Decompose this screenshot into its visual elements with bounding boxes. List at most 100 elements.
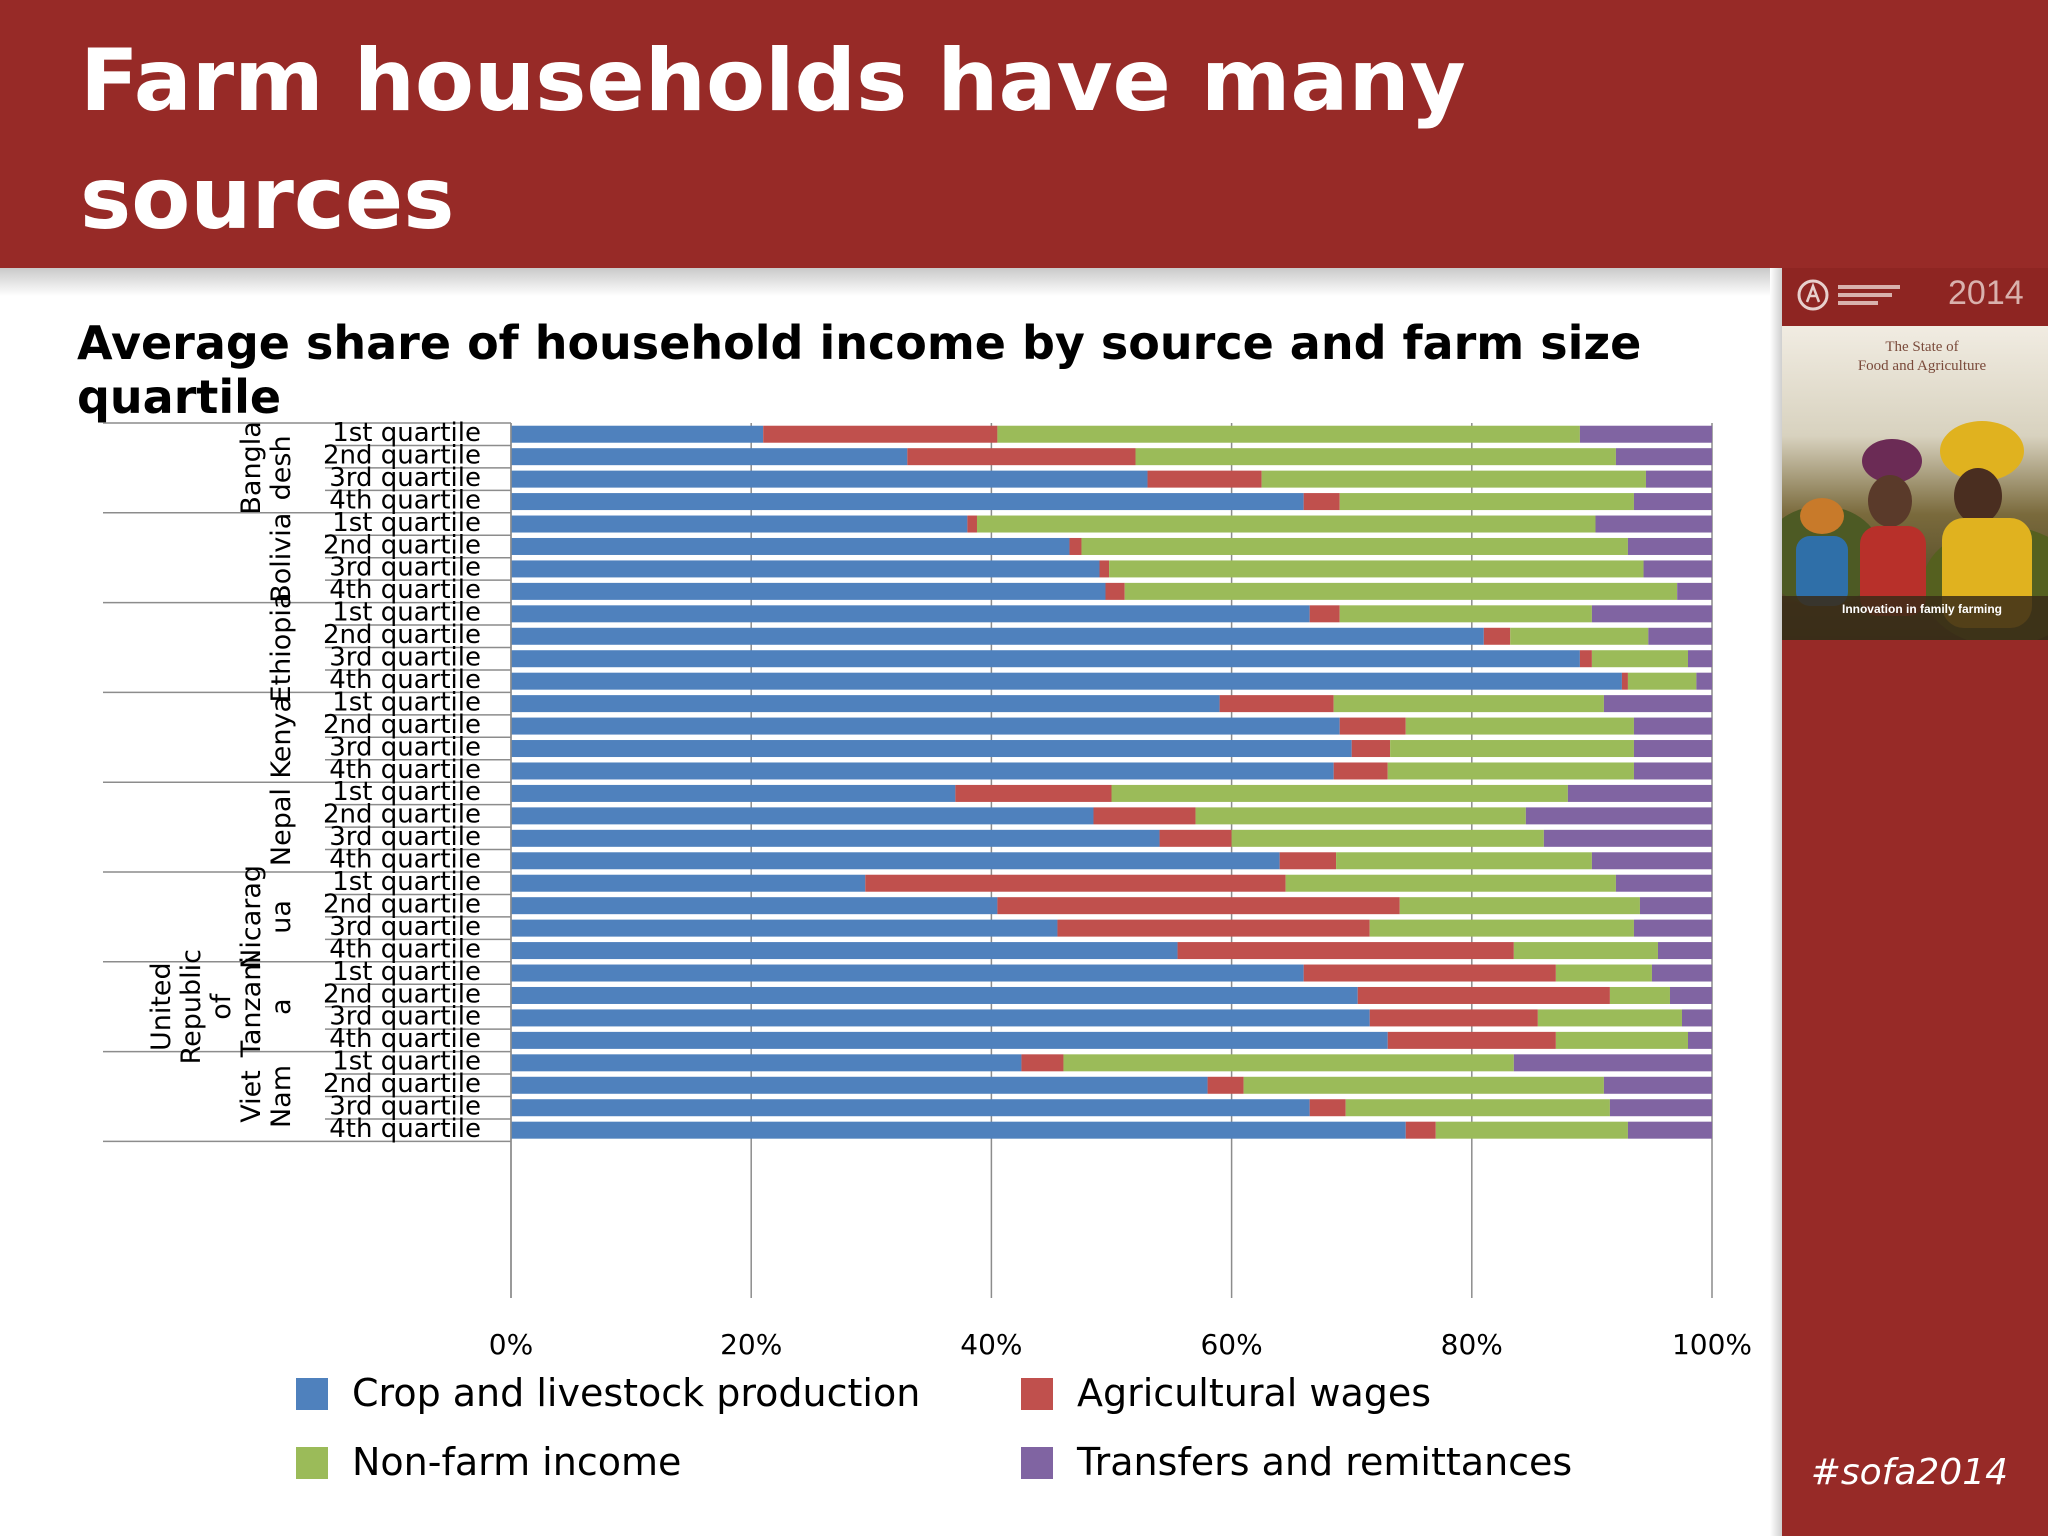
organization-name-mark [1838,285,1900,305]
y-tick-label: 2nd quartile [323,800,481,830]
x-tick-label: 60% [1200,1328,1262,1361]
x-tick-label: 40% [960,1328,1022,1361]
bar-segment [1669,986,1712,1004]
bar-segment [1615,448,1712,466]
bar-segment [865,874,1286,892]
cover-subtitle: The State of Food and Agriculture [1857,339,1987,374]
y-tick-label: 1st quartile [332,687,481,717]
bar-segment [1099,560,1110,578]
y-tick-label: 4th quartile [329,755,481,785]
bar-segment [1643,560,1712,578]
bar-segment [511,829,1160,847]
bar-segment [511,448,908,466]
slide-header [0,0,2048,268]
country-label-line: Nepal [266,788,297,866]
bar-segment [1627,672,1697,690]
bar-segment [511,515,968,533]
country-label: Ethiopia [266,593,297,703]
bar-segment [511,1121,1406,1139]
y-tick-label: 4th quartile [329,485,481,515]
bar-segment [1615,874,1712,892]
bar-segment [1405,1121,1436,1139]
country-label: Nicarag ua [236,865,297,969]
legend-swatch [296,1447,328,1479]
bar-segment [511,425,764,443]
bar-segment [1339,605,1592,623]
bar-segment [511,560,1100,578]
country-label-line: Republic [176,949,207,1064]
country-label: Kenya [266,696,297,779]
bar-segment [1639,897,1712,915]
bar-segment [1627,1121,1712,1139]
bar-segment [997,897,1400,915]
bar-segment [1405,717,1634,735]
bar-segment [511,919,1058,937]
bar-segment [511,717,1340,735]
y-tick-label: 4th quartile [329,1114,481,1144]
bar-segment [1696,672,1712,690]
bar-segment [511,807,1094,825]
country-label-line: Bangla [236,421,267,514]
bar-segment [1651,964,1712,982]
bar-segment [1595,515,1712,533]
legend-label: Transfers and remittances [1076,1440,1572,1484]
slide-title: Farm households have many sources of inc… [80,31,1466,367]
bar-segment [1333,762,1388,780]
country-label-line: Nam [266,1065,297,1128]
bar-segment [511,874,866,892]
farmers-photo [1782,326,2048,640]
bar-segment [955,784,1112,802]
y-tick-label: 2nd quartile [323,440,481,470]
bar-segment [1621,672,1628,690]
bar-segment [1399,897,1640,915]
bar-segment [1309,1099,1346,1117]
bar-segment [511,942,1178,960]
y-tick-label: 3rd quartile [329,822,481,852]
bar-segment [1579,650,1592,668]
bar-segment [1435,1121,1628,1139]
bar-segment [997,425,1580,443]
y-tick-label: 4th quartile [329,1024,481,1054]
bar-segment [1124,582,1678,600]
bar-segment [1369,1009,1538,1027]
bar-segment [1303,964,1556,982]
bar-segment [1135,448,1616,466]
x-tick-label: 100% [1672,1328,1752,1361]
y-tick-label: 1st quartile [332,777,481,807]
country-label-line: of [206,992,237,1020]
country-label: Bolivia [266,513,297,603]
bar-segment [1633,493,1712,511]
y-tick-label: 4th quartile [329,845,481,875]
country-label-line: ua [266,900,297,934]
bar-segment [1555,1031,1688,1049]
bar-segment [1483,627,1511,645]
bar-segment [1687,650,1712,668]
hashtag: #sofa2014 [1810,1452,2008,1493]
legend-swatch [1021,1447,1053,1479]
country-label-line: Ethiopia [266,593,297,703]
country-label-line: United [146,962,177,1051]
country-label-line: desh [266,435,297,500]
bar-segment [511,986,1358,1004]
bar-segment [511,852,1280,870]
bar-segment [1109,560,1644,578]
y-tick-label: 3rd quartile [329,1002,481,1032]
country-label-line: Bolivia [266,513,297,603]
report-cover-thumbnail: 2014 The State of Food and Agriculture I… [1782,268,2048,640]
bar-segment [1633,919,1712,937]
bar-segment [511,695,1220,713]
bar-segment [1687,1031,1712,1049]
x-tick-label: 20% [720,1328,782,1361]
legend-swatch [1021,1378,1053,1410]
bar-segment [1513,1054,1712,1072]
bar-segment [1159,829,1232,847]
y-tick-label: 4th quartile [329,934,481,964]
bar-segment [1093,807,1196,825]
bar-segment [763,425,998,443]
bar-segment [1681,1009,1712,1027]
bar-segment [1195,807,1526,825]
bar-segment [511,897,998,915]
y-tick-label: 2nd quartile [323,530,481,560]
y-tick-label: 2nd quartile [323,620,481,650]
